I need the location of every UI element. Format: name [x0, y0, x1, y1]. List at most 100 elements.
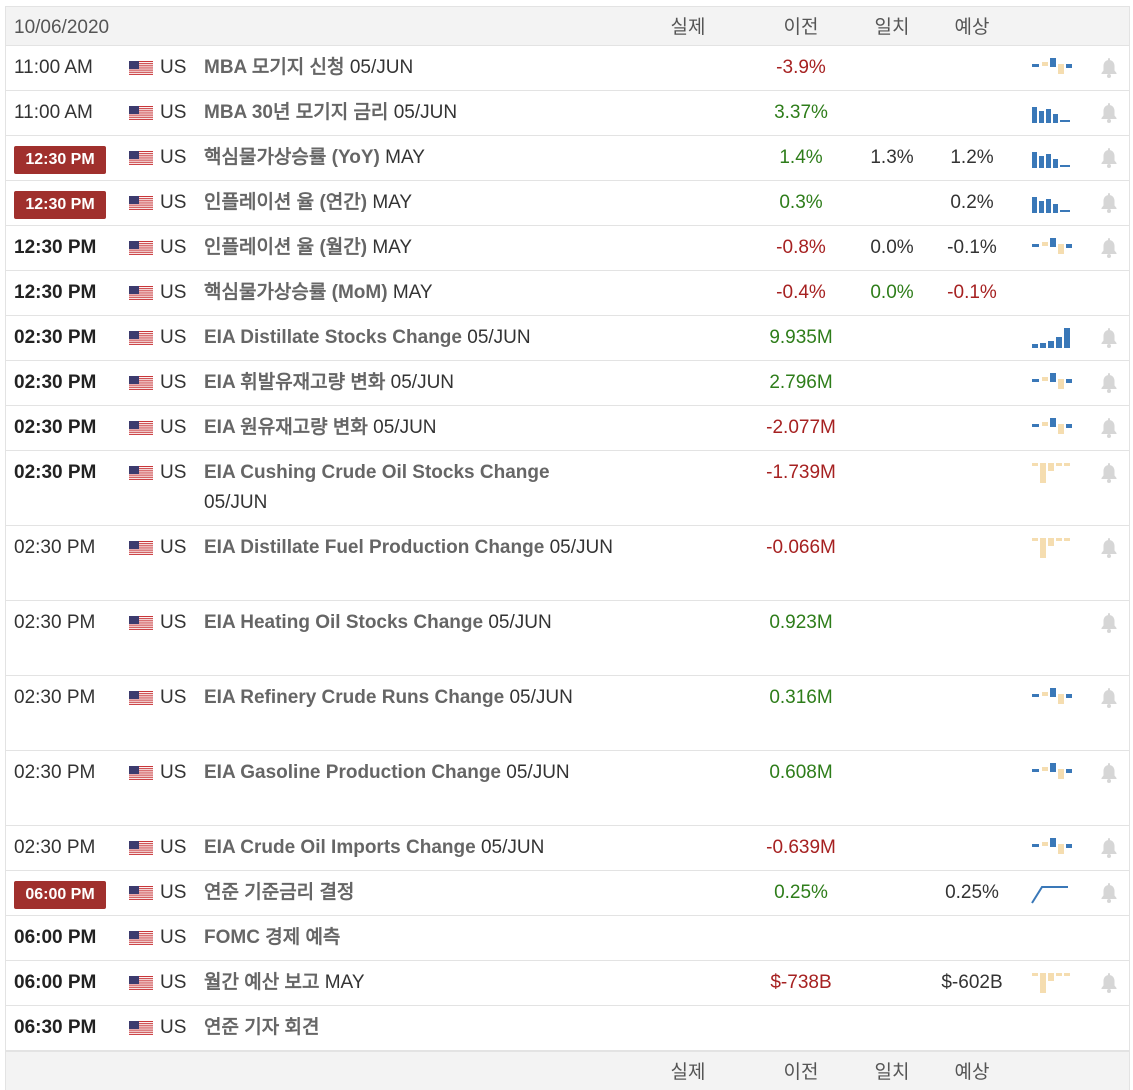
event-title[interactable]: 인플레이션 율 (월간) MAY	[204, 233, 614, 263]
history-sparkline[interactable]	[1030, 414, 1076, 442]
event-name[interactable]: EIA Cushing Crude Oil Stocks Change	[204, 462, 550, 483]
event-row[interactable]: 11:00 AM US MBA 모기지 신청 05/JUN -3.9%	[6, 46, 1129, 91]
event-title[interactable]: 월간 예산 보고 MAY	[204, 968, 614, 998]
alert-bell-icon[interactable]	[1098, 417, 1120, 439]
event-title[interactable]: EIA Distillate Stocks Change 05/JUN	[204, 323, 614, 353]
event-time: 06:00 PM	[14, 927, 97, 948]
event-title[interactable]: 핵심물가상승률 (YoY) MAY	[204, 143, 614, 173]
event-title[interactable]: MBA 모기지 신청 05/JUN	[204, 53, 614, 83]
event-row[interactable]: 02:30 PM US EIA Heating Oil Stocks Change …	[6, 601, 1129, 676]
alert-bell-icon[interactable]	[1098, 837, 1120, 859]
event-name[interactable]: MBA 30년 모기지 금리	[204, 102, 389, 123]
history-sparkline[interactable]	[1030, 834, 1076, 862]
event-name[interactable]: 연준 기자 회견	[204, 1017, 320, 1038]
alert-bell-icon[interactable]	[1098, 762, 1120, 784]
history-sparkline[interactable]	[1030, 189, 1076, 217]
alert-bell-icon[interactable]	[1098, 147, 1120, 169]
event-name[interactable]: 월간 예산 보고	[204, 972, 320, 993]
event-forecast: 1.2%	[950, 147, 994, 168]
event-period: 05/JUN	[204, 492, 268, 513]
event-title[interactable]: EIA Cushing Crude Oil Stocks Change 05/J…	[204, 458, 614, 518]
alert-bell-icon[interactable]	[1098, 882, 1120, 904]
event-row[interactable]: 11:00 AM US MBA 30년 모기지 금리 05/JUN 3.37%	[6, 91, 1129, 136]
event-row[interactable]: 12:30 PM US 인플레이션 율 (연간) MAY 0.3% 0.2%	[6, 181, 1129, 226]
event-name[interactable]: MBA 모기지 신청	[204, 57, 345, 78]
event-name[interactable]: 인플레이션 율 (연간)	[204, 192, 368, 213]
event-title[interactable]: 인플레이션 율 (연간) MAY	[204, 188, 614, 218]
alert-bell-icon[interactable]	[1098, 327, 1120, 349]
event-country: US	[160, 282, 187, 303]
event-title[interactable]: EIA Distillate Fuel Production Change 05…	[204, 533, 614, 563]
event-name[interactable]: EIA 휘발유재고량 변화	[204, 372, 386, 393]
event-row[interactable]: 02:30 PM US EIA Distillate Fuel Production…	[6, 526, 1129, 601]
event-title[interactable]: 핵심물가상승률 (MoM) MAY	[204, 278, 614, 308]
event-row[interactable]: 06:00 PM US FOMC 경제 예측	[6, 916, 1129, 961]
event-name[interactable]: FOMC 경제 예측	[204, 927, 341, 948]
calendar-event-list: 11:00 AM US MBA 모기지 신청 05/JUN -3.9% 11:00 AM…	[6, 46, 1129, 1051]
event-title[interactable]: 연준 기준금리 결정	[204, 878, 614, 908]
alert-bell-icon[interactable]	[1098, 102, 1120, 124]
us-flag-icon	[129, 61, 153, 76]
history-sparkline[interactable]	[1030, 99, 1076, 127]
event-name[interactable]: 핵심물가상승률 (YoY)	[204, 147, 380, 168]
event-title[interactable]: 연준 기자 회견	[204, 1013, 614, 1043]
alert-bell-icon[interactable]	[1098, 192, 1120, 214]
event-row[interactable]: 02:30 PM US EIA Cushing Crude Oil Stocks C…	[6, 451, 1129, 526]
event-row[interactable]: 02:30 PM US EIA 휘발유재고량 변화 05/JUN 2.796M	[6, 361, 1129, 406]
us-flag-icon	[129, 976, 153, 991]
history-sparkline[interactable]	[1030, 234, 1076, 262]
history-sparkline[interactable]	[1030, 879, 1076, 907]
event-title[interactable]: EIA Crude Oil Imports Change 05/JUN	[204, 833, 614, 863]
event-row[interactable]: 02:30 PM US EIA 원유재고량 변화 05/JUN -2.077M	[6, 406, 1129, 451]
history-sparkline[interactable]	[1030, 534, 1076, 562]
event-name[interactable]: EIA Gasoline Production Change	[204, 762, 501, 783]
event-title[interactable]: EIA 휘발유재고량 변화 05/JUN	[204, 368, 614, 398]
event-title[interactable]: MBA 30년 모기지 금리 05/JUN	[204, 98, 614, 128]
event-title[interactable]: EIA Gasoline Production Change 05/JUN	[204, 758, 614, 788]
history-sparkline[interactable]	[1030, 969, 1076, 997]
event-row[interactable]: 02:30 PM US EIA Gasoline Production Change…	[6, 751, 1129, 826]
event-name[interactable]: 인플레이션 율 (월간)	[204, 237, 368, 258]
alert-bell-icon[interactable]	[1098, 237, 1120, 259]
alert-bell-icon[interactable]	[1098, 612, 1120, 634]
event-row[interactable]: 06:00 PM US 연준 기준금리 결정 0.25% 0.25%	[6, 871, 1129, 916]
event-row[interactable]: 12:30 PM US 인플레이션 율 (월간) MAY -0.8% 0.0% -0.1%	[6, 226, 1129, 271]
event-row[interactable]: 12:30 PM US 핵심물가상승률 (YoY) MAY 1.4% 1.3% 1.2%	[6, 136, 1129, 181]
history-sparkline[interactable]	[1030, 54, 1076, 82]
alert-bell-icon[interactable]	[1098, 537, 1120, 559]
event-row[interactable]: 06:30 PM US 연준 기자 회견	[6, 1006, 1129, 1051]
event-title[interactable]: EIA 원유재고량 변화 05/JUN	[204, 413, 614, 443]
event-row[interactable]: 02:30 PM US EIA Crude Oil Imports Change 0…	[6, 826, 1129, 871]
calendar-date-heading: 10/06/2020	[14, 17, 110, 38]
event-name[interactable]: EIA Refinery Crude Runs Change	[204, 687, 505, 708]
history-sparkline[interactable]	[1030, 459, 1076, 487]
event-title[interactable]: FOMC 경제 예측	[204, 923, 614, 953]
event-row[interactable]: 02:30 PM US EIA Distillate Stocks Change 0…	[6, 316, 1129, 361]
event-name[interactable]: EIA Distillate Fuel Production Change	[204, 537, 545, 558]
event-name[interactable]: EIA Crude Oil Imports Change	[204, 837, 476, 858]
event-row[interactable]: 06:00 PM US 월간 예산 보고 MAY $-738B $-602B	[6, 961, 1129, 1006]
event-row[interactable]: 12:30 PM US 핵심물가상승률 (MoM) MAY -0.4% 0.0% -0.1…	[6, 271, 1129, 316]
alert-bell-icon[interactable]	[1098, 972, 1120, 994]
event-name[interactable]: 연준 기준금리 결정	[204, 882, 355, 903]
alert-bell-icon[interactable]	[1098, 372, 1120, 394]
event-name[interactable]: EIA Distillate Stocks Change	[204, 327, 462, 348]
event-name[interactable]: EIA 원유재고량 변화	[204, 417, 368, 438]
history-sparkline[interactable]	[1030, 144, 1076, 172]
event-time: 06:00 PM	[14, 881, 106, 909]
event-title[interactable]: EIA Refinery Crude Runs Change 05/JUN	[204, 683, 614, 713]
event-name[interactable]: 핵심물가상승률 (MoM)	[204, 282, 388, 303]
event-title[interactable]: EIA Heating Oil Stocks Change 05/JUN	[204, 608, 614, 638]
event-previous: 3.37%	[774, 102, 828, 123]
alert-bell-icon[interactable]	[1098, 462, 1120, 484]
event-period: MAY	[372, 192, 413, 213]
history-sparkline[interactable]	[1030, 684, 1076, 712]
event-name[interactable]: EIA Heating Oil Stocks Change	[204, 612, 484, 633]
alert-bell-icon[interactable]	[1098, 687, 1120, 709]
event-row[interactable]: 02:30 PM US EIA Refinery Crude Runs Change…	[6, 676, 1129, 751]
history-sparkline[interactable]	[1030, 324, 1076, 352]
event-period: 05/JUN	[349, 57, 414, 78]
alert-bell-icon[interactable]	[1098, 57, 1120, 79]
history-sparkline[interactable]	[1030, 759, 1076, 787]
history-sparkline[interactable]	[1030, 369, 1076, 397]
